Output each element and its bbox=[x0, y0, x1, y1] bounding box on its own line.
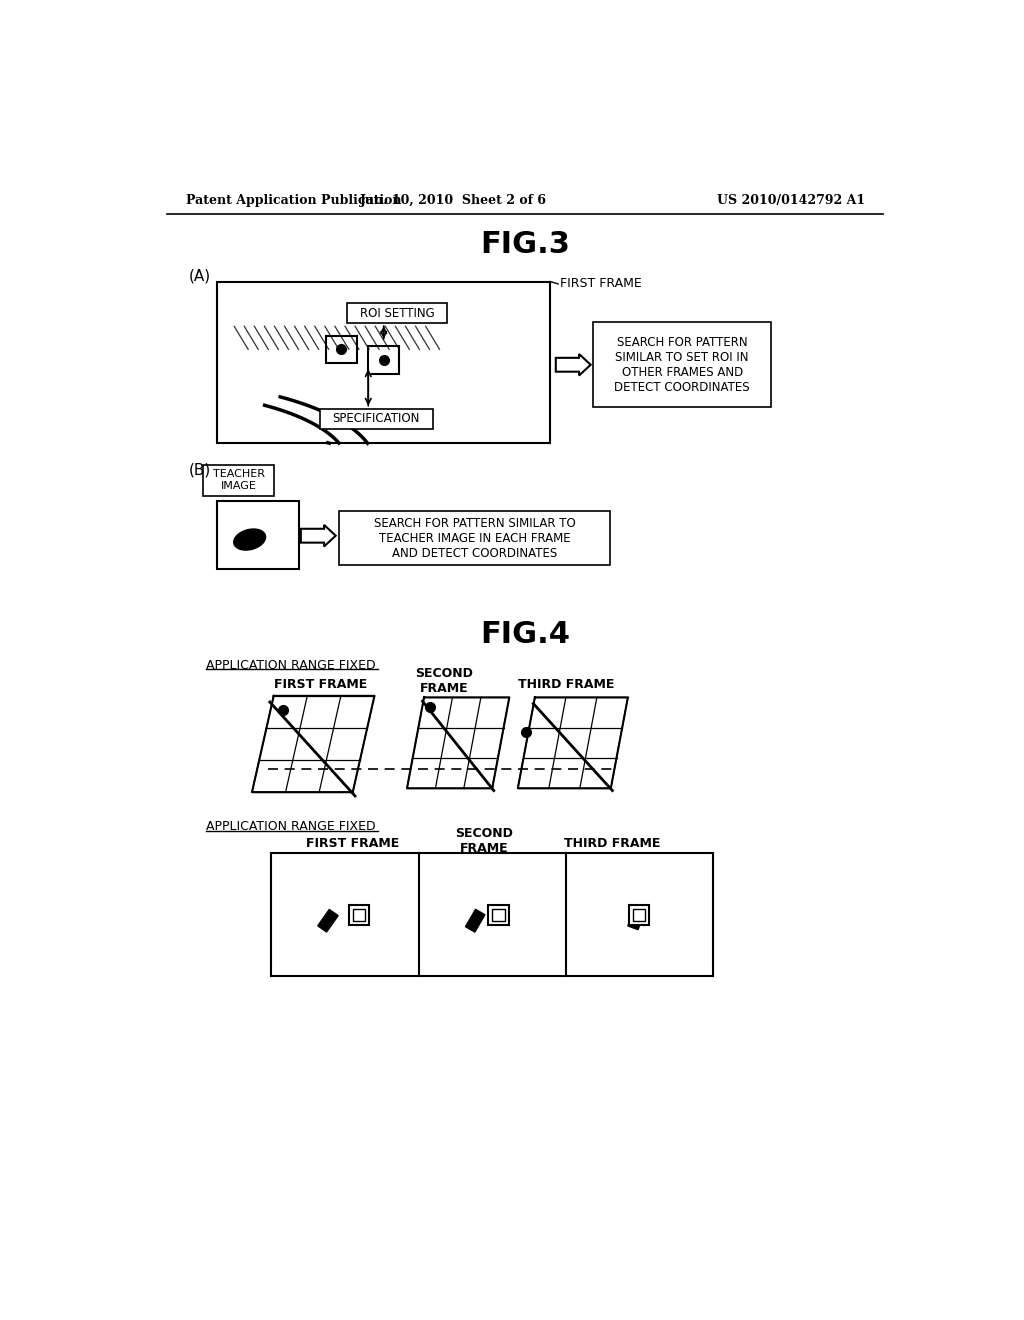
FancyArrow shape bbox=[556, 354, 591, 376]
Bar bbox=[369, 346, 399, 374]
Text: THIRD FRAME: THIRD FRAME bbox=[518, 677, 614, 690]
Bar bbox=[633, 909, 645, 921]
Text: Patent Application Publication: Patent Application Publication bbox=[186, 194, 401, 207]
Polygon shape bbox=[317, 909, 338, 932]
Text: SEARCH FOR PATTERN
SIMILAR TO SET ROI IN
OTHER FRAMES AND
DETECT COORDINATES: SEARCH FOR PATTERN SIMILAR TO SET ROI IN… bbox=[614, 335, 750, 393]
Bar bbox=[271, 853, 713, 977]
Text: FIRST FRAME: FIRST FRAME bbox=[273, 677, 367, 690]
Bar bbox=[346, 304, 447, 323]
Polygon shape bbox=[466, 909, 485, 932]
Bar bbox=[217, 502, 299, 569]
Text: FIG.3: FIG.3 bbox=[480, 230, 569, 259]
Bar bbox=[352, 909, 366, 921]
Bar bbox=[349, 906, 369, 925]
Text: Jun. 10, 2010  Sheet 2 of 6: Jun. 10, 2010 Sheet 2 of 6 bbox=[360, 194, 547, 207]
Text: ROI SETTING: ROI SETTING bbox=[359, 306, 434, 319]
Text: SEARCH FOR PATTERN SIMILAR TO
TEACHER IMAGE IN EACH FRAME
AND DETECT COORDINATES: SEARCH FOR PATTERN SIMILAR TO TEACHER IM… bbox=[374, 516, 575, 560]
Polygon shape bbox=[628, 907, 645, 929]
Text: SPECIFICATION: SPECIFICATION bbox=[333, 412, 420, 425]
Bar bbox=[203, 465, 274, 496]
Bar bbox=[593, 322, 771, 407]
Bar bbox=[493, 909, 505, 921]
Bar bbox=[488, 906, 509, 925]
Text: TEACHER
IMAGE: TEACHER IMAGE bbox=[213, 470, 265, 491]
Text: THIRD FRAME: THIRD FRAME bbox=[564, 837, 660, 850]
Text: US 2010/0142792 A1: US 2010/0142792 A1 bbox=[717, 194, 865, 207]
Text: APPLICATION RANGE FIXED: APPLICATION RANGE FIXED bbox=[206, 820, 375, 833]
Bar bbox=[326, 335, 356, 363]
Text: FIG.4: FIG.4 bbox=[480, 620, 569, 648]
Bar bbox=[321, 409, 432, 429]
Ellipse shape bbox=[233, 529, 265, 550]
Text: SECOND
FRAME: SECOND FRAME bbox=[416, 667, 473, 696]
Bar bbox=[629, 906, 649, 925]
Text: (B): (B) bbox=[188, 463, 211, 478]
Text: SECOND
FRAME: SECOND FRAME bbox=[456, 826, 513, 854]
Text: APPLICATION RANGE FIXED: APPLICATION RANGE FIXED bbox=[206, 659, 375, 672]
FancyArrow shape bbox=[301, 525, 336, 546]
Text: FIRST FRAME: FIRST FRAME bbox=[306, 837, 399, 850]
Bar bbox=[217, 281, 550, 444]
Bar bbox=[339, 511, 610, 565]
Text: (A): (A) bbox=[188, 269, 211, 284]
Text: FIRST FRAME: FIRST FRAME bbox=[560, 277, 642, 290]
